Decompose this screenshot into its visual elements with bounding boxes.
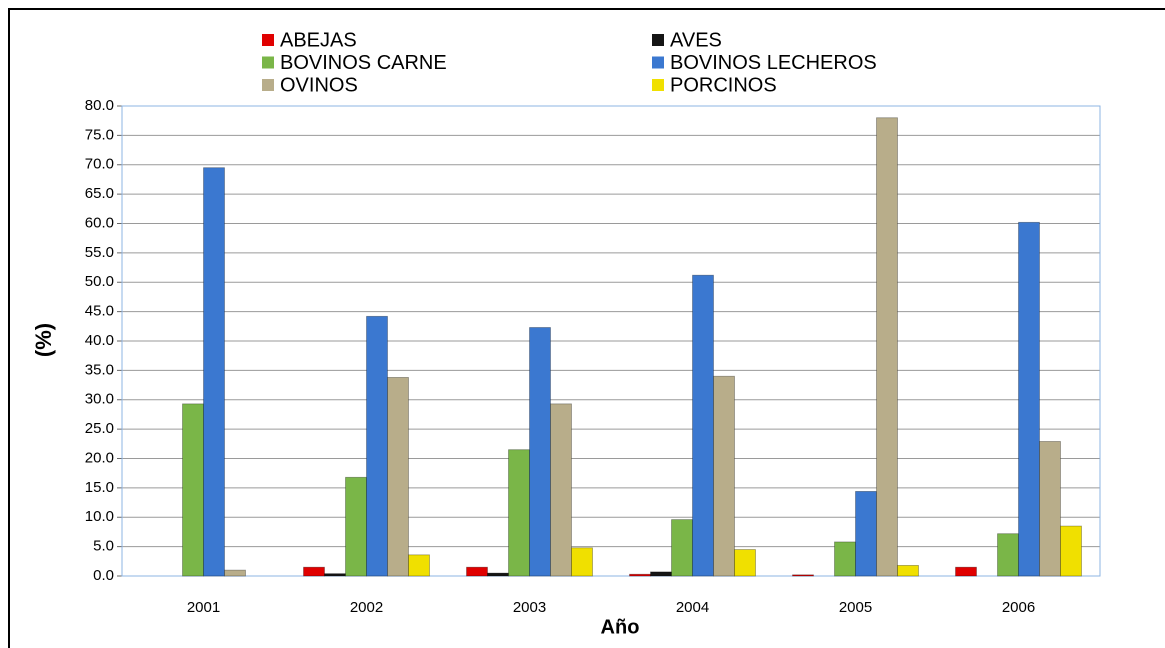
y-tick-label: 20.0 bbox=[85, 449, 114, 466]
bar bbox=[650, 571, 672, 577]
bar bbox=[324, 573, 346, 577]
legend-swatch bbox=[652, 56, 664, 69]
y-tick-label: 75.0 bbox=[85, 126, 114, 143]
bar bbox=[508, 449, 530, 577]
x-tick-label: 2004 bbox=[676, 599, 709, 616]
x-tick-label: 2006 bbox=[1002, 599, 1035, 616]
bar bbox=[487, 572, 509, 577]
x-axis-label: Año bbox=[601, 616, 640, 638]
legend-swatch bbox=[262, 79, 274, 91]
bar bbox=[203, 167, 225, 577]
bar bbox=[550, 403, 572, 577]
y-tick-label: 55.0 bbox=[85, 244, 114, 261]
bar bbox=[408, 554, 430, 577]
bar bbox=[997, 533, 1019, 577]
y-tick-label: 60.0 bbox=[85, 214, 114, 231]
bar bbox=[345, 476, 367, 577]
bar bbox=[692, 274, 714, 577]
y-tick-label: 70.0 bbox=[85, 156, 114, 173]
legend-swatch bbox=[262, 34, 274, 46]
y-tick-label: 15.0 bbox=[85, 479, 114, 496]
legend-label: BOVINOS LECHEROS bbox=[670, 52, 877, 74]
legend-label: AVES bbox=[670, 29, 722, 51]
bar bbox=[387, 377, 409, 577]
legend-swatch bbox=[652, 34, 664, 46]
bar bbox=[876, 117, 898, 577]
bar bbox=[713, 375, 735, 577]
x-tick-label: 2001 bbox=[187, 599, 220, 616]
x-tick-label: 2002 bbox=[350, 599, 383, 616]
y-tick-label: 35.0 bbox=[85, 361, 114, 378]
x-tick-label: 2003 bbox=[513, 599, 546, 616]
y-tick-label: 80.0 bbox=[85, 97, 114, 114]
y-tick-label: 10.0 bbox=[85, 508, 114, 525]
y-tick-label: 30.0 bbox=[85, 391, 114, 408]
plot-border bbox=[121, 105, 1101, 577]
y-tick-label: 5.0 bbox=[93, 538, 114, 555]
bar bbox=[792, 574, 814, 577]
legend-label: OVINOS bbox=[280, 74, 358, 96]
bar bbox=[855, 490, 877, 577]
bar bbox=[529, 327, 551, 577]
bar bbox=[834, 541, 856, 577]
y-tick-label: 45.0 bbox=[85, 303, 114, 320]
bar bbox=[734, 549, 756, 577]
bar bbox=[571, 547, 593, 577]
x-tick-label: 2005 bbox=[839, 599, 872, 616]
bar bbox=[366, 315, 388, 577]
y-tick-label: 0.0 bbox=[93, 567, 114, 584]
bar bbox=[1039, 441, 1061, 577]
bar bbox=[466, 566, 488, 577]
bar bbox=[897, 565, 919, 577]
bar bbox=[1060, 525, 1082, 577]
legend-swatch bbox=[262, 56, 274, 69]
bar bbox=[629, 573, 651, 577]
bar bbox=[1018, 221, 1040, 577]
bar bbox=[224, 569, 246, 577]
y-tick-label: 50.0 bbox=[85, 273, 114, 290]
legend-label: ABEJAS bbox=[280, 29, 357, 51]
legend-label: PORCINOS bbox=[670, 74, 777, 96]
legend: ABEJAS AVES BOVINOS CARNE BOVINOS LECHEROS O… bbox=[262, 29, 877, 96]
y-tick-label: 65.0 bbox=[85, 185, 114, 202]
frame bbox=[8, 8, 1165, 648]
legend-swatch bbox=[652, 79, 664, 91]
bar bbox=[671, 519, 693, 577]
bar bbox=[955, 566, 977, 577]
bar bbox=[303, 566, 325, 577]
y-tick-label: 40.0 bbox=[85, 332, 114, 349]
y-tick-label: 25.0 bbox=[85, 420, 114, 437]
legend-label: BOVINOS CARNE bbox=[280, 52, 447, 74]
bar bbox=[182, 403, 204, 577]
y-axis-label: (%) bbox=[31, 323, 56, 357]
